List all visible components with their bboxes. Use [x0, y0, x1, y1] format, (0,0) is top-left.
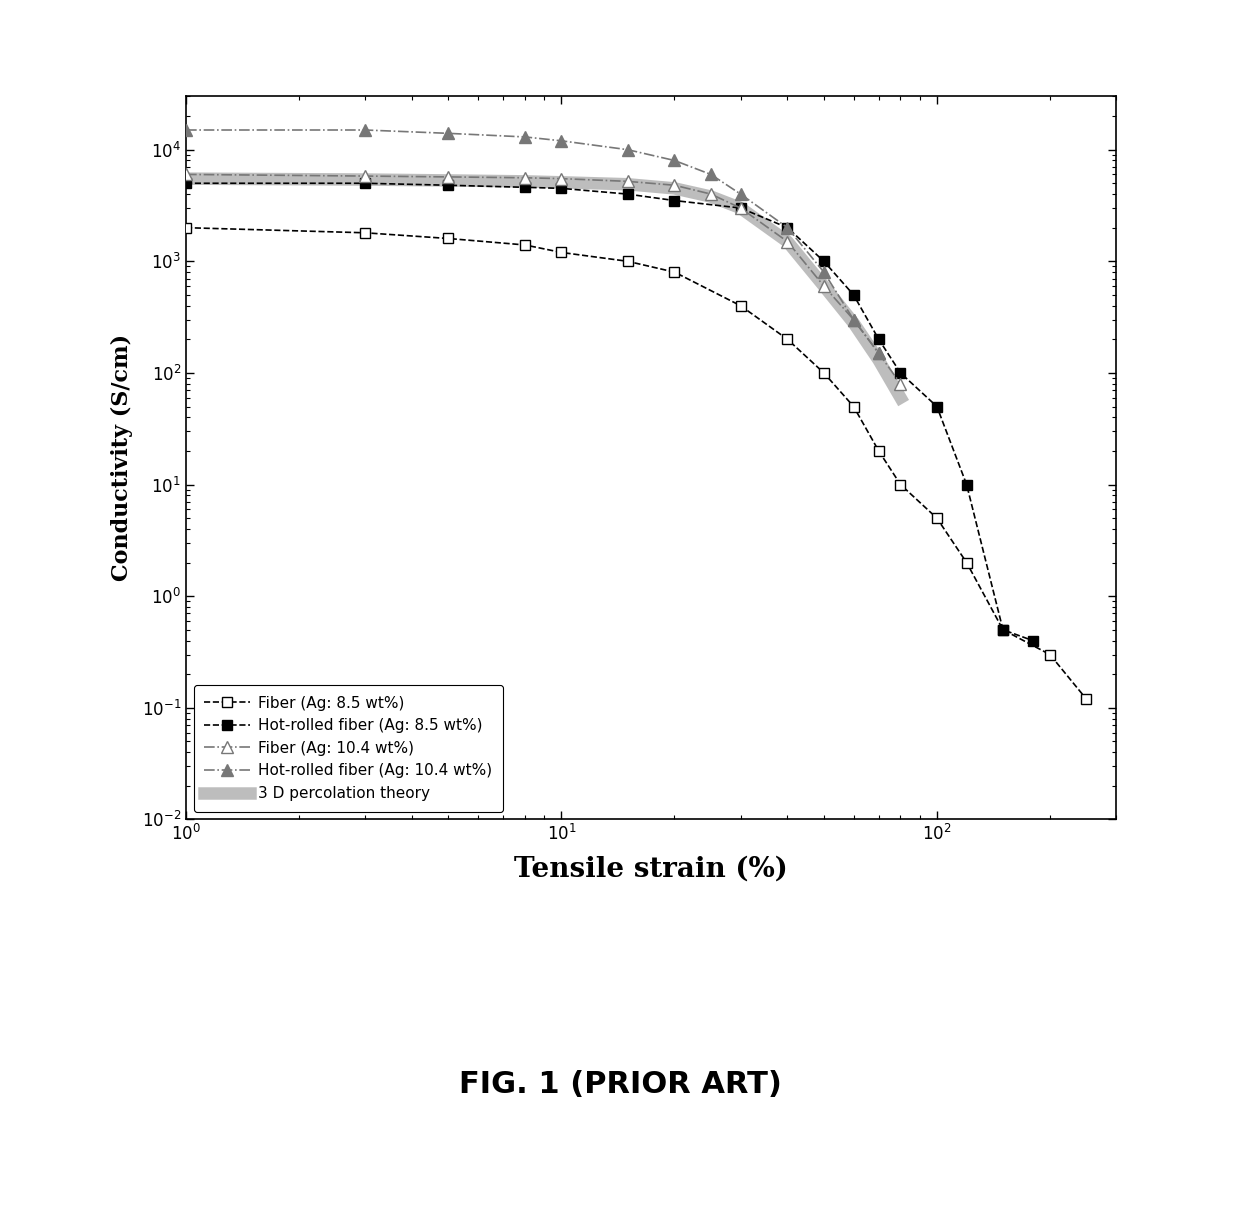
- Fiber (Ag: 8.5 wt%): (70, 20): 8.5 wt%): (70, 20): [872, 443, 887, 458]
- 3 D percolation theory: [846, 316, 861, 330]
- 3 D percolation theory: [554, 175, 569, 189]
- Hot-rolled fiber (Ag: 8.5 wt%): (80, 100): 8.5 wt%): (80, 100): [893, 365, 908, 380]
- 3 D percolation theory: [357, 172, 372, 187]
- Hot-rolled fiber (Ag: 10.4 wt%): (3, 1.5e+04): 10.4 wt%): (3, 1.5e+04): [357, 123, 372, 137]
- Fiber (Ag: 8.5 wt%): (30, 400): 8.5 wt%): (30, 400): [733, 299, 748, 313]
- Fiber (Ag: 10.4 wt%): (60, 300): 10.4 wt%): (60, 300): [846, 312, 861, 327]
- 3 D percolation theory: [780, 235, 795, 249]
- Hot-rolled fiber (Ag: 8.5 wt%): (30, 3e+03): 8.5 wt%): (30, 3e+03): [733, 201, 748, 216]
- Fiber (Ag: 8.5 wt%): (5, 1.6e+03): 8.5 wt%): (5, 1.6e+03): [441, 231, 456, 246]
- Hot-rolled fiber (Ag: 10.4 wt%): (50, 800): 10.4 wt%): (50, 800): [816, 265, 831, 280]
- Text: FIG. 1 (PRIOR ART): FIG. 1 (PRIOR ART): [459, 1070, 781, 1099]
- Hot-rolled fiber (Ag: 10.4 wt%): (40, 2e+03): 10.4 wt%): (40, 2e+03): [780, 221, 795, 235]
- Fiber (Ag: 8.5 wt%): (120, 2): 8.5 wt%): (120, 2): [960, 556, 975, 570]
- Fiber (Ag: 10.4 wt%): (5, 5.7e+03): 10.4 wt%): (5, 5.7e+03): [441, 170, 456, 184]
- 3 D percolation theory: [517, 175, 532, 189]
- Fiber (Ag: 8.5 wt%): (80, 10): 8.5 wt%): (80, 10): [893, 477, 908, 492]
- Fiber (Ag: 8.5 wt%): (15, 1e+03): 8.5 wt%): (15, 1e+03): [620, 254, 635, 269]
- Fiber (Ag: 10.4 wt%): (3, 5.8e+03): 10.4 wt%): (3, 5.8e+03): [357, 169, 372, 183]
- Legend: Fiber (Ag: 8.5 wt%), Hot-rolled fiber (Ag: 8.5 wt%), Fiber (Ag: 10.4 wt%), Hot-r: Fiber (Ag: 8.5 wt%), Hot-rolled fiber (A…: [193, 684, 502, 812]
- Fiber (Ag: 8.5 wt%): (250, 0.12): 8.5 wt%): (250, 0.12): [1079, 692, 1094, 706]
- 3 D percolation theory: [441, 174, 456, 188]
- Hot-rolled fiber (Ag: 8.5 wt%): (120, 10): 8.5 wt%): (120, 10): [960, 477, 975, 492]
- Fiber (Ag: 10.4 wt%): (50, 600): 10.4 wt%): (50, 600): [816, 278, 831, 293]
- Fiber (Ag: 8.5 wt%): (20, 800): 8.5 wt%): (20, 800): [667, 265, 682, 280]
- Hot-rolled fiber (Ag: 8.5 wt%): (100, 50): 8.5 wt%): (100, 50): [930, 399, 945, 413]
- Hot-rolled fiber (Ag: 10.4 wt%): (1, 1.5e+04): 10.4 wt%): (1, 1.5e+04): [179, 123, 193, 137]
- Hot-rolled fiber (Ag: 10.4 wt%): (8, 1.3e+04): 10.4 wt%): (8, 1.3e+04): [517, 130, 532, 145]
- Hot-rolled fiber (Ag: 8.5 wt%): (60, 500): 8.5 wt%): (60, 500): [846, 288, 861, 302]
- Hot-rolled fiber (Ag: 8.5 wt%): (40, 2e+03): 8.5 wt%): (40, 2e+03): [780, 221, 795, 235]
- Fiber (Ag: 8.5 wt%): (200, 0.3): 8.5 wt%): (200, 0.3): [1043, 647, 1058, 662]
- Fiber (Ag: 8.5 wt%): (50, 100): 8.5 wt%): (50, 100): [816, 365, 831, 380]
- 3 D percolation theory: [179, 171, 193, 186]
- 3 D percolation theory: [733, 201, 748, 216]
- Fiber (Ag: 10.4 wt%): (70, 150): 10.4 wt%): (70, 150): [872, 346, 887, 360]
- Fiber (Ag: 8.5 wt%): (10, 1.2e+03): 8.5 wt%): (10, 1.2e+03): [554, 245, 569, 259]
- Fiber (Ag: 8.5 wt%): (3, 1.8e+03): 8.5 wt%): (3, 1.8e+03): [357, 225, 372, 240]
- Hot-rolled fiber (Ag: 10.4 wt%): (10, 1.2e+04): 10.4 wt%): (10, 1.2e+04): [554, 134, 569, 148]
- Hot-rolled fiber (Ag: 8.5 wt%): (50, 1e+03): 8.5 wt%): (50, 1e+03): [816, 254, 831, 269]
- Hot-rolled fiber (Ag: 10.4 wt%): (5, 1.4e+04): 10.4 wt%): (5, 1.4e+04): [441, 127, 456, 141]
- Hot-rolled fiber (Ag: 10.4 wt%): (30, 4e+03): 10.4 wt%): (30, 4e+03): [733, 187, 748, 201]
- Hot-rolled fiber (Ag: 8.5 wt%): (20, 3.5e+03): 8.5 wt%): (20, 3.5e+03): [667, 193, 682, 207]
- Hot-rolled fiber (Ag: 10.4 wt%): (70, 150): 10.4 wt%): (70, 150): [872, 346, 887, 360]
- Fiber (Ag: 8.5 wt%): (1, 2e+03): 8.5 wt%): (1, 2e+03): [179, 221, 193, 235]
- Fiber (Ag: 10.4 wt%): (8, 5.6e+03): 10.4 wt%): (8, 5.6e+03): [517, 171, 532, 186]
- Hot-rolled fiber (Ag: 8.5 wt%): (5, 4.8e+03): 8.5 wt%): (5, 4.8e+03): [441, 178, 456, 193]
- Hot-rolled fiber (Ag: 8.5 wt%): (15, 4e+03): 8.5 wt%): (15, 4e+03): [620, 187, 635, 201]
- Fiber (Ag: 10.4 wt%): (80, 80): 10.4 wt%): (80, 80): [893, 376, 908, 390]
- Fiber (Ag: 10.4 wt%): (1, 6e+03): 10.4 wt%): (1, 6e+03): [179, 167, 193, 182]
- Hot-rolled fiber (Ag: 10.4 wt%): (60, 300): 10.4 wt%): (60, 300): [846, 312, 861, 327]
- Line: Fiber (Ag: 8.5 wt%): Fiber (Ag: 8.5 wt%): [181, 223, 1091, 704]
- X-axis label: Tensile strain (%): Tensile strain (%): [515, 856, 787, 882]
- Line: Fiber (Ag: 10.4 wt%): Fiber (Ag: 10.4 wt%): [181, 169, 906, 389]
- Hot-rolled fiber (Ag: 8.5 wt%): (10, 4.5e+03): 8.5 wt%): (10, 4.5e+03): [554, 181, 569, 195]
- Fiber (Ag: 10.4 wt%): (10, 5.5e+03): 10.4 wt%): (10, 5.5e+03): [554, 171, 569, 186]
- Hot-rolled fiber (Ag: 8.5 wt%): (180, 0.4): 8.5 wt%): (180, 0.4): [1025, 634, 1040, 648]
- Fiber (Ag: 8.5 wt%): (150, 0.5): 8.5 wt%): (150, 0.5): [996, 623, 1011, 637]
- 3 D percolation theory: [816, 278, 831, 293]
- Fiber (Ag: 8.5 wt%): (8, 1.4e+03): 8.5 wt%): (8, 1.4e+03): [517, 237, 532, 252]
- 3 D percolation theory: [872, 353, 887, 368]
- Fiber (Ag: 8.5 wt%): (40, 200): 8.5 wt%): (40, 200): [780, 333, 795, 347]
- 3 D percolation theory: [667, 181, 682, 195]
- Hot-rolled fiber (Ag: 10.4 wt%): (15, 1e+04): 10.4 wt%): (15, 1e+04): [620, 142, 635, 157]
- 3 D percolation theory: [620, 177, 635, 192]
- Fiber (Ag: 10.4 wt%): (40, 1.5e+03): 10.4 wt%): (40, 1.5e+03): [780, 235, 795, 249]
- Hot-rolled fiber (Ag: 8.5 wt%): (8, 4.6e+03): 8.5 wt%): (8, 4.6e+03): [517, 180, 532, 194]
- 3 D percolation theory: [703, 189, 718, 204]
- Fiber (Ag: 10.4 wt%): (20, 4.8e+03): 10.4 wt%): (20, 4.8e+03): [667, 178, 682, 193]
- Hot-rolled fiber (Ag: 10.4 wt%): (20, 8e+03): 10.4 wt%): (20, 8e+03): [667, 153, 682, 167]
- Line: 3 D percolation theory: 3 D percolation theory: [186, 178, 900, 398]
- Y-axis label: Conductivity (S/cm): Conductivity (S/cm): [112, 334, 134, 582]
- Fiber (Ag: 8.5 wt%): (60, 50): 8.5 wt%): (60, 50): [846, 399, 861, 413]
- Line: Hot-rolled fiber (Ag: 8.5 wt%): Hot-rolled fiber (Ag: 8.5 wt%): [181, 178, 1038, 646]
- Line: Hot-rolled fiber (Ag: 10.4 wt%): Hot-rolled fiber (Ag: 10.4 wt%): [181, 124, 884, 359]
- Fiber (Ag: 10.4 wt%): (30, 3e+03): 10.4 wt%): (30, 3e+03): [733, 201, 748, 216]
- Hot-rolled fiber (Ag: 10.4 wt%): (25, 6e+03): 10.4 wt%): (25, 6e+03): [703, 167, 718, 182]
- Hot-rolled fiber (Ag: 8.5 wt%): (1, 5e+03): 8.5 wt%): (1, 5e+03): [179, 176, 193, 190]
- Fiber (Ag: 10.4 wt%): (25, 4e+03): 10.4 wt%): (25, 4e+03): [703, 187, 718, 201]
- Fiber (Ag: 8.5 wt%): (100, 5): 8.5 wt%): (100, 5): [930, 511, 945, 525]
- Hot-rolled fiber (Ag: 8.5 wt%): (70, 200): 8.5 wt%): (70, 200): [872, 333, 887, 347]
- 3 D percolation theory: [893, 390, 908, 405]
- Fiber (Ag: 10.4 wt%): (15, 5.2e+03): 10.4 wt%): (15, 5.2e+03): [620, 175, 635, 189]
- Hot-rolled fiber (Ag: 8.5 wt%): (150, 0.5): 8.5 wt%): (150, 0.5): [996, 623, 1011, 637]
- Hot-rolled fiber (Ag: 8.5 wt%): (3, 5e+03): 8.5 wt%): (3, 5e+03): [357, 176, 372, 190]
